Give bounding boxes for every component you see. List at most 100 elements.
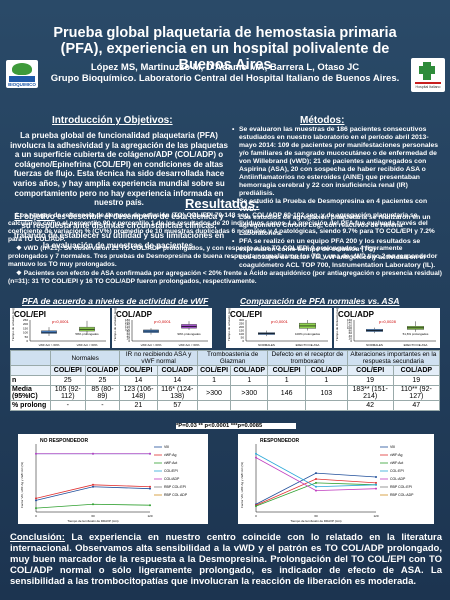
table-cell: 21 xyxy=(119,400,158,411)
table-cell xyxy=(304,400,348,411)
chart-title: COL/ADP xyxy=(116,310,153,319)
table-cell: 105 (92-112) xyxy=(50,385,86,401)
y-tick-label: 120 xyxy=(125,325,130,329)
legend-label: vWF:Act xyxy=(164,461,177,465)
p-value-note: *P=0.03 ** p<0.0001 ***p=0.0085 xyxy=(176,423,296,429)
x-tick-label: 60 xyxy=(314,514,318,518)
x-tick-label: NORMALES xyxy=(366,343,383,347)
series-point xyxy=(315,472,317,475)
y-tick-label: 20 xyxy=(127,337,131,341)
table-cell: 14 xyxy=(156,375,198,386)
y-tick-label: 100 xyxy=(239,332,244,336)
series-point xyxy=(92,452,94,455)
series-point xyxy=(92,483,94,486)
bioquimico-logo: BIOQUIMICO xyxy=(6,60,38,88)
table-cell: 1 xyxy=(304,375,348,386)
series-point xyxy=(35,497,37,500)
y-tick-label: 50 xyxy=(241,336,245,340)
table-corner xyxy=(10,365,51,376)
table-cell: 25 xyxy=(50,375,86,386)
y-axis-label: Factor VIII, vWF Ag y vWF:Act (%) xyxy=(240,462,244,508)
table-sub-header: COL/ADP xyxy=(84,365,121,376)
legend-label: COL/ADP xyxy=(164,477,180,481)
series-line xyxy=(35,486,151,501)
series-point xyxy=(315,489,317,492)
box-chart-col-adp-vwf: COL/ADP p<0,0001 Tiempo de oclusión (seg) 0… xyxy=(112,308,212,348)
table-cell xyxy=(267,400,306,411)
legend-label: vWF:Act xyxy=(390,461,403,465)
y-axis-label: Tiempo de oclusión (seg) xyxy=(227,308,231,341)
y-tick-label: 160 xyxy=(125,320,130,324)
table-cell: 14 xyxy=(119,375,158,386)
y-tick-label: 100 xyxy=(347,326,352,330)
table-cell: 25 xyxy=(84,375,121,386)
box-chart-col-epi-asa: COL/EPI p<0,0001 Tiempo de oclusión (seg) 0… xyxy=(226,308,332,348)
chart-note: 100% prolongados xyxy=(295,332,321,336)
series-point xyxy=(35,452,37,455)
x-tick-label: 0 xyxy=(35,514,37,518)
table-sub-header: COL/ADP xyxy=(392,365,441,376)
y-tick-label: 200 xyxy=(23,322,28,326)
methods-item: PFA se realizó en un equipo PFA 200 y lo… xyxy=(232,238,444,254)
table-corner xyxy=(10,350,51,366)
y-tick-label: 80 xyxy=(349,329,353,333)
y-axis-label: Tiempo de oclusión (seg) xyxy=(11,308,15,341)
y-tick-label: 0 xyxy=(350,339,352,343)
chart-title: COL/EPI xyxy=(230,310,262,319)
series-point xyxy=(315,481,317,484)
p-value-label: p<0,0001 xyxy=(52,319,70,324)
table-cell: 123 (106-148) xyxy=(119,385,158,401)
plot-title: NO RESPONDEDOR xyxy=(40,438,88,444)
intro-text: La prueba global de funcionalidad plaque… xyxy=(10,131,228,250)
series-point xyxy=(315,485,317,488)
series-point xyxy=(35,507,37,510)
y-tick-label: 50 xyxy=(25,335,29,339)
x-tick-label: 60 xyxy=(91,514,95,518)
table-cell: 19 xyxy=(346,375,394,386)
x-axis-label: Tiempo de la infusión de DDAVP (min) xyxy=(290,519,341,523)
y-tick-label: 0 xyxy=(26,339,28,343)
y-tick-label: 120 xyxy=(347,323,352,327)
series-point xyxy=(149,504,151,507)
y-tick-label: 100 xyxy=(23,331,28,335)
authors-block: López MS, Martinuzzo M, D'Adamo MA, Barr… xyxy=(40,62,410,84)
series-point xyxy=(149,485,151,488)
y-tick-label: 140 xyxy=(125,323,130,327)
x-tick-label: vWF:Act < 60% xyxy=(179,343,200,347)
series-point xyxy=(255,505,257,508)
table-cell: - xyxy=(50,400,86,411)
legend-label: RBP COL:EPI xyxy=(390,485,412,489)
table-group-header: Alteraciones importantes en la respuesta… xyxy=(346,350,441,366)
methods-heading: Métodos: xyxy=(300,115,345,126)
chart-title: COL/ADP xyxy=(338,310,375,319)
y-tick-label: 140 xyxy=(347,321,352,325)
chart-note: 59% prolongados xyxy=(75,332,99,336)
series-point xyxy=(255,456,257,459)
table-sub-header: COL/EPI xyxy=(346,365,394,376)
legend-label: VIII xyxy=(390,445,395,449)
series-point xyxy=(255,452,257,455)
x-tick-label: vWF:Act > 60% xyxy=(39,343,60,347)
box-chart-col-adp-asa: COL/ADP p=0,0028 Tiempo de Oclusión (seg) 0… xyxy=(334,308,440,348)
asa-chart-heading: Comparación de PFA normales vs. ASA xyxy=(240,296,400,306)
results-paragraph: ❖ vWD (n=21): Se observaron 21 TO COL/AD… xyxy=(8,245,438,268)
legend-label: vWF:Ag xyxy=(164,453,176,457)
y-tick-label: 180 xyxy=(125,318,130,322)
table-cell: - xyxy=(84,400,121,411)
table-group-header: IR no recibiendo ASA y vWF normal xyxy=(119,350,198,366)
authors: López MS, Martinuzzo M, D'Adamo MA, Barr… xyxy=(90,62,360,73)
y-tick-label: 100 xyxy=(125,327,130,331)
y-axis-label: Tiempo de oclusión (seg) xyxy=(113,308,117,341)
conclusion-text: La experiencia en nuestro centro coincid… xyxy=(10,532,442,587)
table-group-row: Normales IR no recibiendo ASA y vWF norm… xyxy=(10,350,441,366)
x-tick-label: 0 xyxy=(255,514,257,518)
y-tick-label: 300 xyxy=(239,318,244,322)
methods-item: Los estudios de agregación plaquetaria s… xyxy=(232,214,444,238)
y-tick-label: 20 xyxy=(349,336,353,340)
conclusion-label: Conclusión: xyxy=(10,532,65,543)
legend-label: VIII xyxy=(164,445,169,449)
table-sub-header: COL/EPI xyxy=(196,365,232,376)
y-tick-label: 60 xyxy=(127,332,131,336)
y-tick-label: 200 xyxy=(239,325,244,329)
table-cell: 1 xyxy=(196,375,232,386)
